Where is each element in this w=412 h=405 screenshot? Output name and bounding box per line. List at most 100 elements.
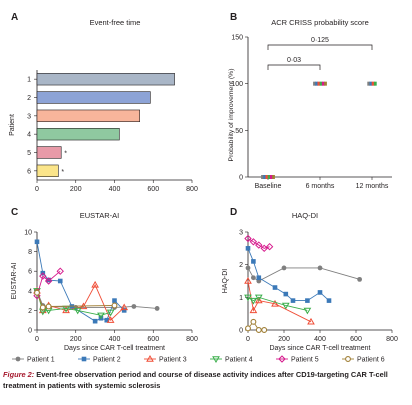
point-patient-2 (245, 246, 251, 251)
x-tick-label: 12 months (356, 183, 389, 190)
point-patient-6 (255, 327, 262, 333)
point-patient-4 (97, 312, 105, 320)
panel-title: EUSTAR-AI (80, 211, 119, 220)
x-axis-title: Days since CAR T-cell treatment (269, 345, 370, 352)
p-value-label: 0·125 (311, 37, 329, 44)
series-line-patient-3 (247, 280, 312, 323)
panel-letter: B (230, 12, 237, 23)
y-tick-label: 100 (231, 81, 243, 88)
panel-c-eustar-ai: C EUSTAR-AI EUSTAR-AI Days since CAR T-cell… (11, 207, 198, 352)
x-axis-title: Days since CAR T-cell treatment (64, 345, 165, 352)
point-patient-5 (269, 175, 273, 179)
category-label: 5 (27, 150, 31, 157)
legend-marker-patient-4 (212, 356, 220, 364)
legend-marker-patient-3 (146, 354, 154, 362)
bar-patient-3 (36, 109, 140, 123)
point-patient-2 (34, 239, 40, 245)
y-tick-label: 6 (28, 269, 32, 276)
legend: Patient 1 Patient 2 Patient 3 Patient 4 Pati… (12, 354, 385, 364)
legend-label: Patient 6 (357, 357, 385, 364)
point-patient-3 (271, 299, 279, 307)
figure-caption: Figure 2: Event-free observation period … (3, 370, 407, 391)
panel-d-haq-di: D HAQ-DI HAQ-DI Days since CAR T-cell treat… (222, 207, 398, 352)
panel-letter: A (11, 12, 18, 23)
bar-patient-5 (36, 146, 62, 159)
point-patient-2 (263, 175, 267, 179)
bar-patient-6 (36, 164, 59, 177)
point-patient-4 (244, 294, 252, 302)
series-line-patient-5 (36, 270, 61, 296)
point-patient-5 (321, 81, 325, 86)
panel-a-y-axis-title: Patient (9, 114, 16, 136)
point-patient-5 (244, 234, 252, 243)
legend-label: Patient 4 (225, 357, 253, 364)
bar-patient-2 (36, 91, 151, 104)
legend-label: Patient 2 (93, 357, 121, 364)
x-tick-label: 200 (70, 336, 82, 343)
point-patient-1 (281, 265, 287, 271)
point-patient-6 (39, 304, 46, 311)
x-tick-label: 6 months (306, 183, 335, 190)
caption-text: Event-free observation period and course… (3, 370, 388, 390)
point-patient-4 (319, 81, 323, 86)
legend-marker-patient-6 (345, 356, 351, 362)
point-patient-2 (369, 81, 373, 86)
point-patient-6 (111, 302, 118, 309)
point-patient-3 (254, 296, 263, 304)
p-value-label: 0·03 (287, 57, 301, 64)
bar-patient-4 (36, 128, 120, 141)
legend-label: Patient 3 (159, 357, 187, 364)
category-label: 2 (27, 95, 31, 102)
point-patient-4 (106, 309, 115, 317)
point-patient-2 (104, 317, 110, 323)
point-patient-2 (326, 298, 332, 303)
category-label: 6 (27, 168, 31, 175)
panel-letter: C (11, 207, 18, 218)
y-tick-label: 3 (239, 230, 243, 237)
point-patient-2 (315, 81, 319, 86)
legend-marker-patient-5 (278, 355, 286, 363)
point-patient-6 (272, 175, 275, 179)
panel-b-title: ACR CRISS probability score (271, 18, 369, 27)
legend-marker-patient-2 (81, 356, 87, 362)
x-tick-label: 600 (350, 336, 362, 343)
y-tick-label: 0 (239, 175, 243, 182)
point-patient-6 (245, 325, 251, 332)
point-patient-6 (324, 81, 327, 86)
point-patient-1 (251, 275, 256, 281)
point-patient-4 (73, 307, 82, 315)
panel-a-event-free-time: A Event-free time Patient 1 2 3 4 5 * 6 * 0 200 400 60… (9, 12, 198, 193)
y-tick-label: 8 (28, 249, 32, 256)
point-patient-5 (39, 272, 47, 280)
point-patient-1 (154, 306, 160, 311)
point-patient-4 (249, 297, 258, 305)
category-label: 4 (27, 132, 31, 139)
point-patient-2 (317, 290, 323, 295)
panel-a-title: Event-free time (90, 18, 141, 27)
point-patient-4 (373, 81, 377, 86)
point-patient-1 (357, 276, 362, 282)
y-tick-label: 0 (28, 328, 32, 335)
point-patient-4 (303, 307, 312, 315)
panel-letter: D (230, 207, 237, 218)
point-patient-2 (46, 277, 51, 283)
point-patient-1 (367, 81, 371, 86)
point-patient-2 (290, 298, 296, 303)
x-tick-label: 800 (186, 336, 198, 343)
point-patient-3 (62, 306, 70, 314)
point-patient-6 (261, 327, 268, 333)
point-patient-2 (251, 259, 256, 264)
panel-b-y-axis-title: Probability of improvement (%) (228, 69, 235, 162)
x-tick-label: 400 (109, 186, 121, 193)
point-patient-3 (106, 316, 115, 323)
legend-marker-patient-1 (15, 356, 21, 362)
category-label: 3 (27, 113, 31, 120)
significance-bracket (267, 64, 321, 70)
y-tick-label: 50 (235, 128, 243, 135)
x-tick-label: 400 (314, 336, 326, 343)
point-patient-6 (34, 289, 40, 296)
legend-label: Patient 5 (291, 357, 319, 364)
point-patient-2 (283, 291, 289, 297)
y-tick-label: 150 (231, 35, 243, 42)
point-patient-3 (91, 280, 99, 288)
